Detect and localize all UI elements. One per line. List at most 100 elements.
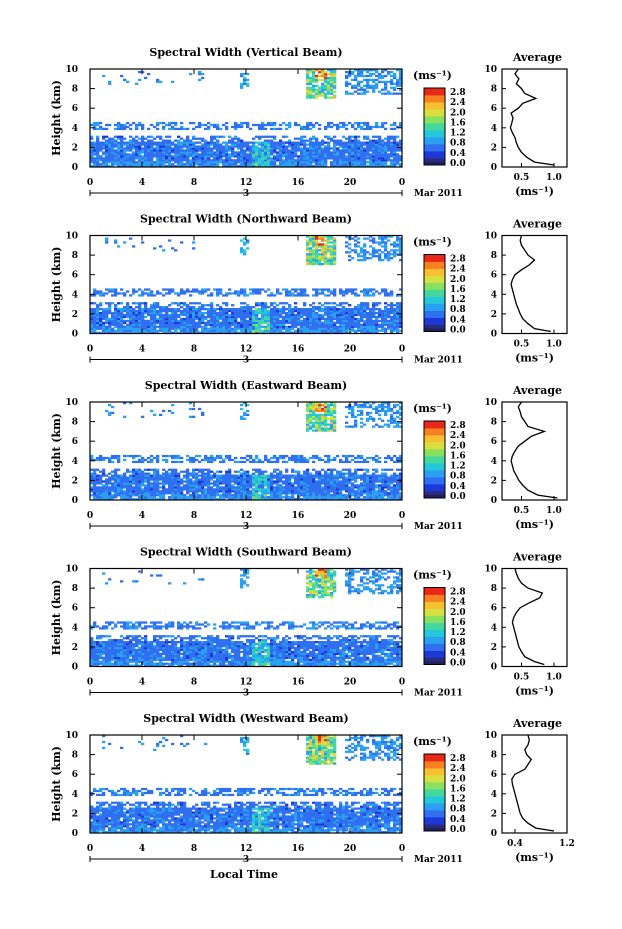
heatmap-cell (93, 488, 97, 491)
heatmap-cell (375, 304, 379, 307)
heatmap-cell (336, 163, 340, 166)
heatmap-cell (333, 147, 337, 150)
heatmap-cell (297, 331, 301, 334)
heatmap-cell (303, 165, 307, 168)
heatmap-cell (183, 292, 187, 295)
heatmap-cell (279, 313, 283, 317)
heatmap-cell (156, 331, 160, 334)
heatmap-cell (90, 315, 94, 319)
colorbar-label: 0.8 (450, 139, 466, 149)
heatmap-cell (345, 331, 349, 334)
heatmap-cell (309, 90, 313, 93)
heatmap-cell (321, 139, 325, 142)
heatmap-cell (207, 309, 211, 313)
heatmap-cell (366, 149, 370, 152)
heatmap-cell (321, 90, 325, 93)
heatmap-cell (264, 153, 268, 156)
heatmap-cell (240, 417, 244, 420)
heatmap-cell (396, 143, 400, 146)
heatmap-cell (249, 309, 253, 313)
heatmap-cell (258, 494, 262, 497)
heatmap-cell (282, 323, 286, 326)
heatmap-cell (132, 317, 136, 321)
heatmap-cell (312, 315, 316, 319)
heatmap-cell (210, 331, 214, 334)
heatmap-cell (198, 494, 202, 497)
heatmap-cell (258, 478, 262, 481)
heatmap-cell (300, 331, 304, 334)
heatmap-cell (159, 494, 163, 497)
heatmap-cell (354, 323, 358, 326)
heatmap-cell (120, 474, 124, 477)
heatmap-cell (216, 494, 220, 497)
heatmap-cell (327, 153, 331, 156)
heatmap-cell (393, 319, 397, 323)
heatmap-cell (189, 488, 193, 491)
heatmap-cell (300, 313, 304, 317)
heatmap-cell (177, 327, 181, 330)
heatmap-cell (342, 292, 346, 295)
heatmap-cell (117, 456, 121, 460)
heatmap-cell (237, 488, 241, 491)
heatmap-cell (387, 137, 391, 140)
heatmap-cell (354, 137, 358, 140)
heatmap-cell (93, 125, 97, 129)
heatmap-cell (318, 309, 322, 313)
heatmap-cell (207, 470, 211, 473)
heatmap-cell (246, 454, 250, 458)
heatmap-cell (225, 143, 229, 146)
heatmap-cell (390, 290, 394, 293)
profile-x-tick-label: 0.5 (514, 173, 530, 183)
heatmap-cell (243, 243, 247, 246)
heatmap-cell (177, 498, 181, 501)
heatmap-cell (138, 159, 142, 162)
heatmap-cell (153, 141, 157, 144)
heatmap-cell (114, 135, 118, 138)
heatmap-cell (186, 313, 190, 317)
heatmap-cell (393, 123, 397, 127)
heatmap-cell (348, 141, 352, 144)
heatmap-cell (195, 311, 199, 315)
heatmap-cell (135, 302, 139, 305)
heatmap-cell (333, 306, 337, 309)
heatmap-cell (330, 308, 334, 311)
heatmap-cell (300, 311, 304, 315)
heatmap-cell (237, 486, 241, 489)
heatmap-cell (153, 456, 157, 460)
heatmap-cell (159, 476, 163, 479)
heatmap-cell (351, 311, 355, 315)
heatmap-cell (204, 494, 208, 497)
heatmap-cell (285, 319, 289, 323)
heatmap-cell (105, 237, 109, 240)
heatmap-cell (357, 143, 361, 146)
heatmap-cell (213, 125, 217, 129)
heatmap-cell (276, 165, 280, 168)
heatmap-cell (171, 472, 175, 475)
heatmap-cell (255, 490, 259, 493)
heatmap-cell (288, 304, 292, 307)
heatmap-cell (372, 313, 376, 317)
heatmap-cell (207, 490, 211, 493)
heatmap-cell (129, 331, 133, 334)
heatmap-cell (210, 474, 214, 477)
heatmap-cell (195, 157, 199, 160)
heatmap-cell (123, 494, 127, 497)
heatmap-cell (333, 321, 337, 324)
heatmap-cell (129, 323, 133, 326)
heatmap-cell (309, 313, 313, 317)
heatmap-cell (108, 155, 112, 158)
heatmap-cell (309, 96, 313, 99)
heatmap-cell (393, 327, 397, 330)
heatmap-cell (309, 253, 313, 256)
heatmap-cell (384, 323, 388, 326)
heatmap-cell (315, 239, 319, 242)
heatmap-cell (231, 143, 235, 146)
heatmap-cell (180, 482, 184, 485)
heatmap-cell (153, 153, 157, 156)
heatmap-cell (180, 125, 184, 129)
heatmap-cell (327, 84, 331, 87)
heatmap-cell (204, 474, 208, 477)
heatmap-cell (393, 241, 397, 244)
heatmap-cell (102, 135, 106, 138)
heatmap-cell (312, 70, 316, 74)
